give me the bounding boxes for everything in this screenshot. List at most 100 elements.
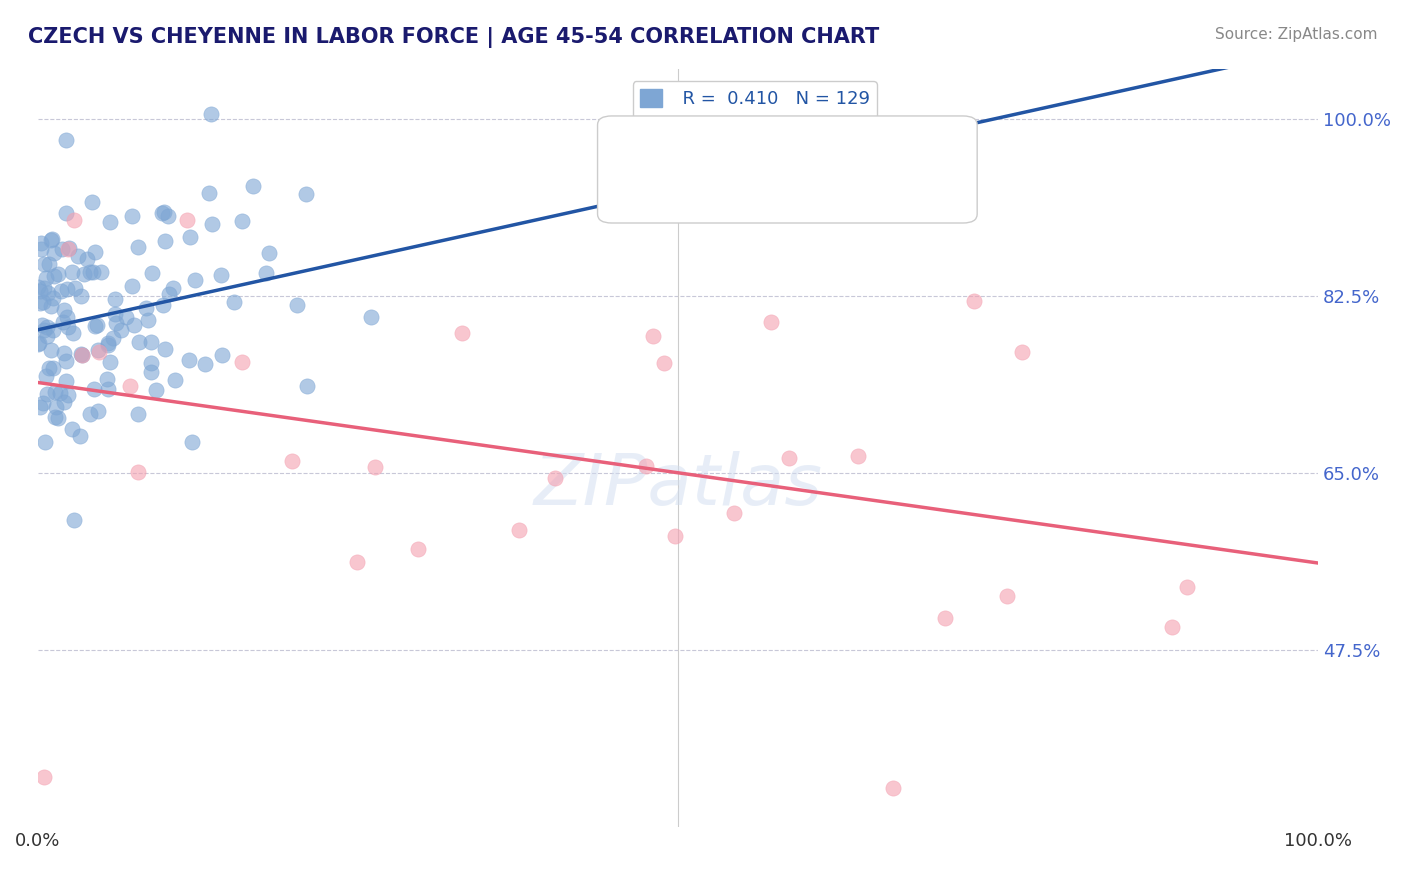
Point <box>98 215 121 229</box>
Point <box>97 382 120 396</box>
Point <box>1011 345 1033 359</box>
Point <box>761 315 783 329</box>
Point <box>995 590 1018 604</box>
Point <box>153 205 176 219</box>
Point <box>42 291 65 305</box>
Point <box>110 323 132 337</box>
Point <box>35 319 58 334</box>
Point <box>62 213 84 227</box>
Point <box>723 507 745 521</box>
Point <box>162 281 184 295</box>
Point <box>97 338 120 352</box>
Point <box>42 323 65 337</box>
Point <box>30 284 52 298</box>
Point <box>1160 620 1182 634</box>
Point <box>55 206 77 220</box>
Point <box>49 285 72 299</box>
Point <box>69 429 91 443</box>
Point <box>44 410 66 425</box>
Text: ZIPatlas: ZIPatlas <box>533 451 823 520</box>
Point <box>200 107 222 121</box>
Point <box>201 217 224 231</box>
Point <box>41 232 63 246</box>
Point <box>44 245 66 260</box>
Point <box>72 348 94 362</box>
Point <box>62 326 84 340</box>
Point <box>664 529 686 543</box>
Point <box>53 303 76 318</box>
Point <box>32 281 55 295</box>
Point <box>37 285 59 300</box>
Point <box>30 296 52 310</box>
Point <box>121 278 143 293</box>
Point <box>42 361 65 376</box>
Point <box>128 334 150 349</box>
Point <box>127 240 149 254</box>
Point <box>56 310 79 325</box>
Point <box>38 361 60 376</box>
Point <box>83 244 105 259</box>
Point <box>39 233 62 247</box>
Point <box>127 465 149 479</box>
Point <box>52 315 75 329</box>
Point <box>157 286 180 301</box>
Point <box>846 449 869 463</box>
Point <box>934 610 956 624</box>
Point <box>179 230 201 244</box>
Point <box>104 316 127 330</box>
Point <box>127 407 149 421</box>
Point <box>31 295 53 310</box>
Point <box>115 310 138 324</box>
Point <box>70 289 93 303</box>
Point <box>231 214 253 228</box>
Point <box>70 348 93 362</box>
Point <box>48 385 70 400</box>
Point <box>53 345 76 359</box>
Point <box>76 252 98 266</box>
Point <box>634 458 657 473</box>
Point <box>87 343 110 358</box>
Point <box>451 326 474 340</box>
Point <box>87 345 110 359</box>
Point <box>35 368 58 383</box>
Point <box>67 249 90 263</box>
Point <box>60 422 83 436</box>
Point <box>30 235 52 250</box>
Point <box>60 265 83 279</box>
Point <box>37 386 59 401</box>
Point <box>32 323 55 337</box>
Point <box>31 395 53 409</box>
Point <box>39 343 62 357</box>
Point <box>62 513 84 527</box>
Point <box>55 354 77 368</box>
Point <box>31 318 53 333</box>
Point <box>42 268 65 283</box>
Point <box>222 295 245 310</box>
Point <box>141 356 163 370</box>
Point <box>30 242 52 256</box>
Point <box>136 313 159 327</box>
Point <box>184 273 207 287</box>
Point <box>153 343 176 357</box>
Point <box>153 234 176 248</box>
Legend:   R =  0.410   N = 129,   R = -0.169   N =  31: R = 0.410 N = 129, R = -0.169 N = 31 <box>633 81 877 144</box>
Point <box>163 373 186 387</box>
Point <box>79 265 101 279</box>
Point <box>152 298 174 312</box>
Point <box>544 471 567 485</box>
Point <box>83 318 105 333</box>
Point <box>139 365 162 379</box>
Point <box>104 307 127 321</box>
Point <box>231 354 253 368</box>
Point <box>120 379 142 393</box>
Point <box>32 770 55 784</box>
Point <box>58 240 80 254</box>
Point <box>37 329 59 343</box>
Point <box>65 280 87 294</box>
Point <box>34 434 56 449</box>
Point <box>257 246 280 260</box>
Point <box>198 186 221 200</box>
Point <box>194 357 217 371</box>
Point <box>364 460 387 475</box>
Point <box>27 280 49 294</box>
